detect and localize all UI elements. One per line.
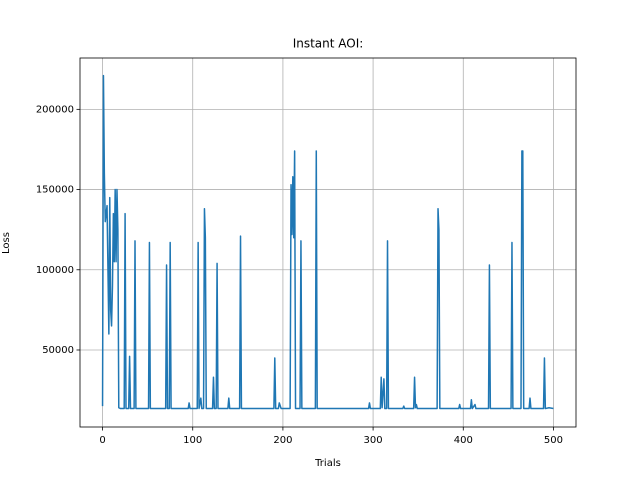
y-tick-label: 50000 bbox=[42, 345, 74, 356]
y-tick-label: 100000 bbox=[36, 265, 74, 276]
x-axis-label: Trials bbox=[314, 458, 341, 469]
x-tick-label: 300 bbox=[364, 435, 383, 446]
y-axis-label: Loss bbox=[1, 232, 12, 254]
x-tick-label: 0 bbox=[99, 435, 105, 446]
chart-title: Instant AOI: bbox=[293, 37, 364, 51]
y-tick-label: 200000 bbox=[36, 104, 74, 115]
y-tick-label: 150000 bbox=[36, 185, 74, 196]
x-tick-label: 500 bbox=[544, 435, 563, 446]
x-tick-label: 100 bbox=[183, 435, 202, 446]
x-tick-label: 200 bbox=[273, 435, 292, 446]
plot-frame bbox=[79, 57, 577, 428]
data-line bbox=[101, 74, 554, 410]
x-tick-label: 400 bbox=[454, 435, 473, 446]
